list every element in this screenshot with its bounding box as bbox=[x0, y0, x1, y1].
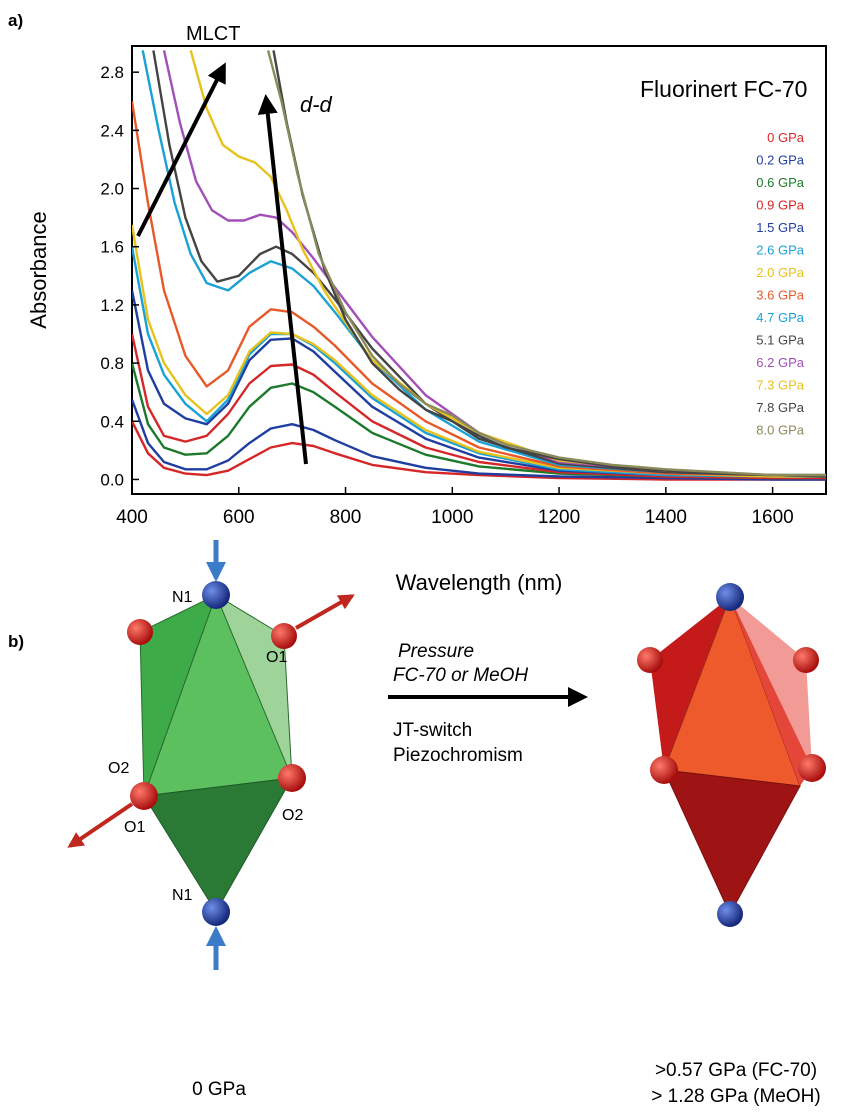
right-atom-back-left bbox=[637, 647, 663, 673]
right-atom-front-left bbox=[650, 756, 678, 784]
x-tick-label: 1400 bbox=[645, 507, 687, 528]
plot-frame bbox=[131, 45, 827, 495]
right-atom-back-right bbox=[793, 647, 819, 673]
stretch-arrow-right bbox=[295, 594, 355, 630]
x-tick-label: 1200 bbox=[538, 507, 580, 528]
y-tick-label: 2.8 bbox=[100, 63, 124, 82]
legend-entry: 6.2 GPa bbox=[756, 355, 804, 370]
legend-entry: 5.1 GPa bbox=[756, 333, 804, 348]
mlct-arrow bbox=[136, 62, 226, 237]
legend-entry: 1.5 GPa bbox=[756, 220, 804, 235]
y-tick-label: 0.0 bbox=[100, 470, 124, 489]
left-octahedron bbox=[139, 593, 293, 913]
legend-entry: 4.7 GPa bbox=[756, 310, 804, 325]
x-tick-label: 1600 bbox=[751, 507, 793, 528]
legend-entry: 2.0 GPa bbox=[756, 265, 804, 280]
x-tick-label: 400 bbox=[116, 507, 148, 528]
x-tick-label: 800 bbox=[330, 507, 362, 528]
right-bottom-atom bbox=[717, 901, 743, 927]
right-atom-front-right bbox=[798, 754, 826, 782]
legend: 0 GPa 0.2 GPa 0.6 GPa 0.9 GPa 1.5 GPa 2.6 GPa… bbox=[756, 130, 804, 438]
o2-left-label: O2 bbox=[108, 760, 129, 777]
x-tick-label: 600 bbox=[223, 507, 255, 528]
n1-top-label: N1 bbox=[172, 589, 193, 606]
legend-entry: 3.6 GPa bbox=[756, 288, 804, 303]
o2-right-label: O2 bbox=[282, 807, 303, 824]
x-tick-label: 1000 bbox=[431, 507, 473, 528]
absorbance-chart: 400 600 800 1000 1200 1400 1600 0.0 0.4 0.8 1.2 1.6… bbox=[26, 45, 827, 595]
y-tick-label: 2.4 bbox=[100, 121, 124, 140]
right-octahedron bbox=[650, 595, 812, 916]
o1-right-label: O1 bbox=[266, 649, 287, 666]
n1-top-atom bbox=[202, 581, 230, 609]
left-oct-face-left bbox=[139, 594, 217, 797]
y-tick-label: 0.4 bbox=[100, 412, 124, 431]
stretch-arrow-left bbox=[67, 802, 134, 848]
series-line bbox=[272, 50, 826, 477]
n1-bottom-atom bbox=[202, 898, 230, 926]
panel-b-label: b) bbox=[8, 632, 24, 651]
panel-a-label: a) bbox=[8, 11, 23, 30]
piezochromism-text: Piezochromism bbox=[393, 745, 523, 766]
left-oct-face-bottom bbox=[143, 777, 293, 913]
left-oct-edge bbox=[283, 635, 293, 779]
x-axis-label: Wavelength (nm) bbox=[396, 570, 563, 595]
y-axis-label: Absorbance bbox=[26, 211, 51, 328]
legend-entry: 8.0 GPa bbox=[756, 423, 804, 438]
series-line bbox=[132, 333, 826, 480]
legend-entry: 7.3 GPa bbox=[756, 378, 804, 393]
o1-left-label: O1 bbox=[124, 819, 145, 836]
mlct-annotation: MLCT bbox=[186, 23, 240, 45]
y-tick-label: 1.2 bbox=[100, 296, 124, 315]
o1-left-atom bbox=[130, 782, 158, 810]
right-top-atom bbox=[716, 583, 744, 611]
legend-entry: 7.8 GPa bbox=[756, 400, 804, 415]
series-layer bbox=[132, 50, 826, 481]
tick-layer: 400 600 800 1000 1200 1400 1600 0.0 0.4 0.8 1.2 1.6… bbox=[100, 63, 793, 528]
pressure-text: Pressure bbox=[398, 641, 474, 662]
series-line bbox=[132, 420, 826, 481]
left-caption: 0 GPa bbox=[192, 1079, 246, 1100]
dd-annotation: d-d bbox=[300, 92, 333, 117]
right-oct-face-edge bbox=[730, 597, 812, 786]
legend-entry: 0.2 GPa bbox=[756, 153, 804, 168]
series-line bbox=[132, 101, 826, 478]
medium-annotation: Fluorinert FC-70 bbox=[640, 76, 807, 102]
y-tick-label: 1.6 bbox=[100, 238, 124, 257]
dd-arrow bbox=[257, 94, 308, 465]
o1-right-atom bbox=[271, 623, 297, 649]
legend-entry: 0.6 GPa bbox=[756, 175, 804, 190]
y-tick-label: 2.0 bbox=[100, 180, 124, 199]
medium-text: FC-70 or MeOH bbox=[393, 665, 528, 686]
legend-entry: 0.9 GPa bbox=[756, 198, 804, 213]
right-oct-face-bottom bbox=[663, 769, 801, 916]
legend-entry: 2.6 GPa bbox=[756, 243, 804, 258]
series-line bbox=[152, 50, 826, 478]
o2-left-atom bbox=[127, 619, 153, 645]
right-oct-face-back-left bbox=[650, 597, 730, 770]
series-line bbox=[162, 50, 826, 477]
legend-entry: 0 GPa bbox=[767, 130, 805, 145]
jt-switch-text: JT-switch bbox=[393, 720, 472, 741]
o2-right-atom bbox=[278, 764, 306, 792]
series-line bbox=[266, 50, 826, 477]
n1-bottom-label: N1 bbox=[172, 887, 193, 904]
y-tick-label: 0.8 bbox=[100, 354, 124, 373]
right-caption-line2: > 1.28 GPa (MeOH) bbox=[651, 1086, 820, 1107]
right-caption-line1: >0.57 GPa (FC-70) bbox=[655, 1060, 817, 1081]
